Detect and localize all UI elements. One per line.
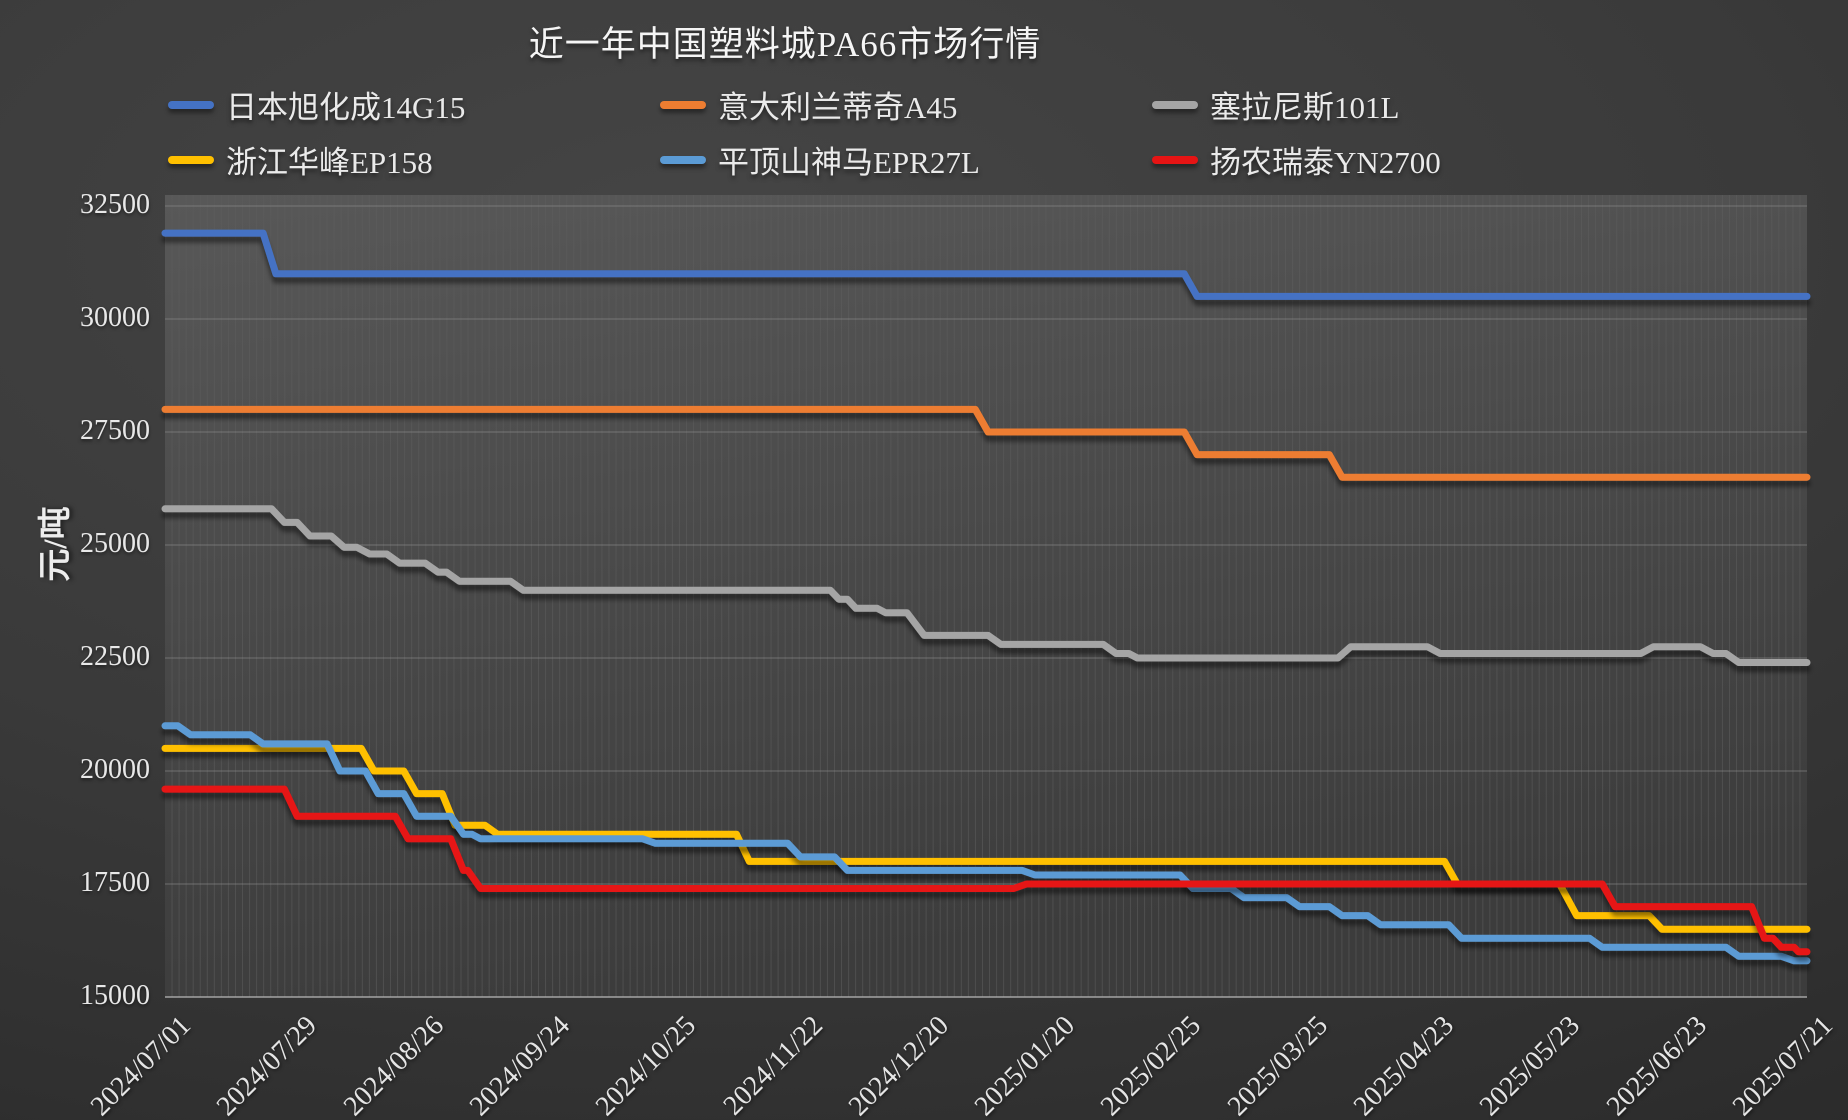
y-tick-label: 32500: [80, 189, 150, 220]
legend-label: 意大利兰蒂奇A45: [718, 90, 958, 125]
legend-label: 塞拉尼斯101L: [1210, 90, 1400, 125]
y-tick-label: 17500: [80, 867, 150, 898]
legend-label: 扬农瑞泰YN2700: [1210, 145, 1441, 180]
legend-label: 浙江华峰EP158: [226, 145, 433, 180]
y-tick-label: 27500: [80, 415, 150, 446]
chart-title: 近一年中国塑料城PA66市场行情: [528, 25, 1042, 64]
legend-marker-icon: [660, 100, 706, 109]
y-tick-label: 30000: [80, 302, 150, 333]
legend-label: 平顶山神马EPR27L: [718, 145, 980, 180]
series-line-2: [161, 505, 1811, 666]
legend-item-4: 平顶山神马EPR27L: [660, 137, 980, 182]
y-tick-label: 15000: [80, 980, 150, 1011]
legend-item-5: 扬农瑞泰YN2700: [1152, 137, 1441, 182]
legend-item-2: 塞拉尼斯101L: [1152, 82, 1399, 127]
legend-marker-icon: [1152, 100, 1198, 109]
y-tick-label: 20000: [80, 754, 150, 785]
legend-item-0: 日本旭化成14G15: [168, 82, 465, 127]
legend-item-1: 意大利兰蒂奇A45: [660, 82, 957, 127]
legend-label: 日本旭化成14G15: [226, 90, 466, 125]
legend-marker-icon: [168, 155, 214, 164]
legend-marker-icon: [1152, 155, 1198, 164]
legend-item-3: 浙江华峰EP158: [168, 137, 433, 182]
y-tick-label: 25000: [80, 528, 150, 559]
series-line-5: [161, 785, 1811, 956]
legend-marker-icon: [168, 100, 214, 109]
series-line-0: [161, 229, 1811, 300]
legend-marker-icon: [660, 155, 706, 164]
series-line-1: [161, 405, 1811, 481]
series-line-4: [161, 722, 1811, 965]
series-line-3: [161, 744, 1811, 933]
y-tick-label: 22500: [80, 641, 150, 672]
